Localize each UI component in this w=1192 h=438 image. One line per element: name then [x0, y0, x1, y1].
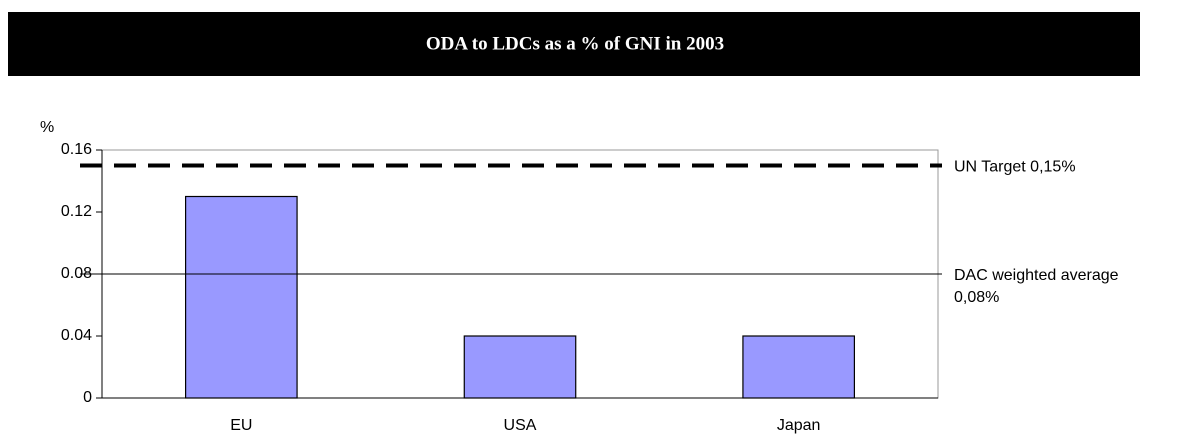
- bar: [742, 335, 856, 399]
- y-tick-label: 0.16: [61, 141, 92, 158]
- y-tick-label: 0.12: [61, 203, 92, 220]
- bar: [463, 335, 577, 399]
- reference-label: 0,08%: [954, 289, 999, 306]
- bar: [185, 195, 298, 399]
- y-tick-label: 0.08: [61, 265, 92, 282]
- y-tick-label: 0: [83, 389, 92, 406]
- x-tick-label: USA: [504, 417, 537, 434]
- x-tick-label: Japan: [777, 417, 821, 434]
- y-tick-label: 0.04: [61, 327, 92, 344]
- y-axis-label: %: [40, 119, 54, 136]
- chart-title: ODA to LDCs as a % of GNI in 2003: [426, 33, 724, 54]
- reference-label: UN Target 0,15%: [954, 159, 1076, 176]
- x-tick-label: EU: [230, 417, 252, 434]
- reference-label: DAC weighted average: [954, 267, 1119, 284]
- title-banner: [8, 12, 1140, 76]
